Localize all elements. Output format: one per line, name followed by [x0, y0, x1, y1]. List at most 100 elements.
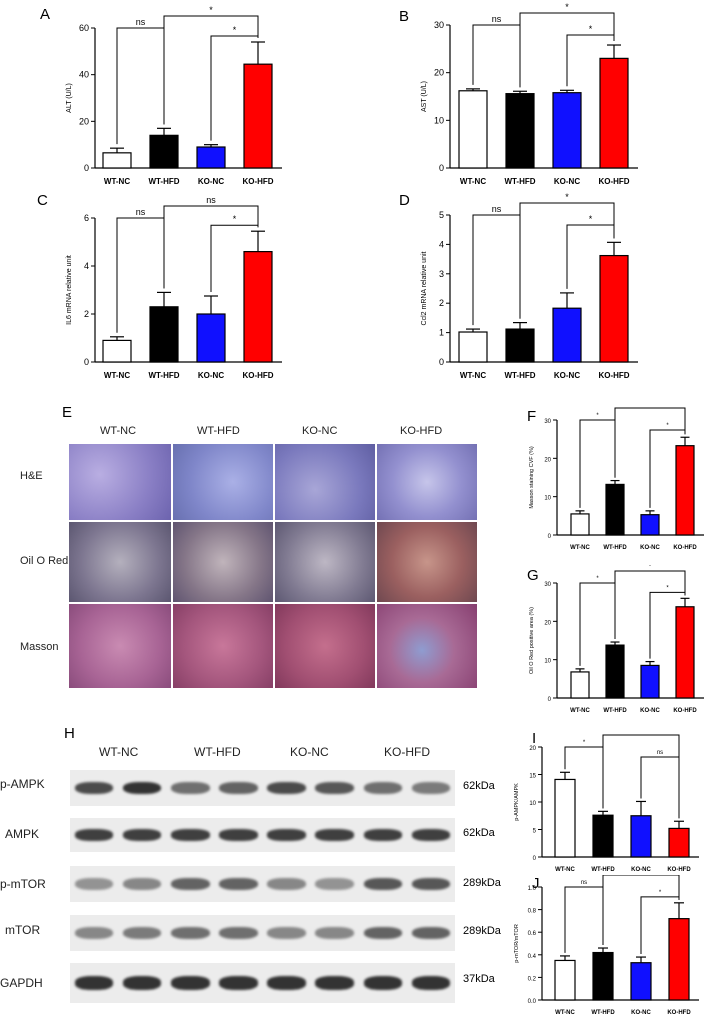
y-tick-label: 0	[84, 357, 89, 367]
y-axis-label: AST (U/L)	[421, 81, 428, 112]
y-tick-label: 10	[544, 659, 551, 665]
y-tick-label: 40	[79, 70, 89, 80]
chart-g-oil-red-area: 0 10 20 30 Oil O Red positive area (%) WT-NC W…	[529, 565, 704, 714]
blot-band	[171, 926, 210, 940]
histology-row-label: Masson	[20, 641, 59, 653]
histology-col-label: WT-NC	[100, 425, 137, 437]
chart-d-ccl2: 0 1 2 3 4 5 Ccl2 mRNA relative unit WT-NC WT-HFD…	[421, 192, 638, 380]
blot-col-label: KO-HFD	[384, 745, 430, 759]
significance-bracket	[472, 24, 521, 88]
category-label: WT-HFD	[148, 177, 179, 186]
y-axis-label: Oil O Red positive area (%)	[529, 607, 535, 674]
blot-kda-label: 289kDa	[463, 925, 501, 937]
blot-band	[411, 877, 451, 891]
blot-band	[267, 781, 306, 795]
blot-band	[219, 828, 258, 842]
category-label: KO-NC	[631, 867, 651, 872]
blot-kda-label: 62kDa	[463, 780, 495, 792]
bar-ko-nc	[552, 307, 582, 363]
blot-band	[219, 781, 258, 795]
y-tick-label: 30	[544, 582, 551, 588]
chart-a-alt: 0 20 40 60 ALT (U/L) WT-NC WT-HFD KO-NC KO-HFD ns…	[66, 5, 282, 186]
significance-label: *	[233, 25, 237, 35]
blot-band	[171, 781, 210, 795]
panel-letter-d: D	[399, 192, 410, 209]
category-label: WT-HFD	[603, 708, 627, 714]
bar-ko-nc	[630, 962, 652, 1001]
significance-label: *	[589, 24, 593, 34]
blot-band	[411, 926, 451, 940]
blot-protein-label: p-AMPK	[0, 777, 45, 791]
significance-bracket	[163, 15, 259, 125]
bar-ko-hfd	[668, 827, 690, 858]
panel-letter-j: J	[532, 875, 540, 892]
significance-bracket	[519, 12, 615, 88]
blot-band	[315, 877, 354, 891]
bar-ko-hfd	[675, 445, 695, 536]
significance-bracket	[210, 35, 259, 141]
y-tick-label: 0	[84, 163, 89, 173]
bar-wt-nc	[570, 513, 590, 536]
blot-col-label: KO-NC	[290, 745, 329, 759]
blot-band	[171, 877, 210, 891]
micrograph-he-wt-hfd	[172, 443, 274, 521]
category-label: WT-NC	[570, 545, 590, 551]
category-label: KO-NC	[198, 371, 224, 380]
blot-band	[267, 877, 306, 891]
blot-band	[122, 828, 162, 842]
significance-label: ns	[136, 207, 146, 217]
y-tick-label: 0	[439, 163, 444, 173]
significance-bracket	[566, 34, 615, 87]
y-tick-label: 0	[548, 697, 552, 703]
micrograph-masson-wt-hfd	[172, 603, 274, 689]
blot-strip-pampk	[70, 770, 455, 806]
bar-wt-nc	[458, 90, 488, 169]
histology-row-label: Oil O Red	[20, 555, 69, 567]
bar-ko-hfd	[599, 254, 629, 363]
category-label: KO-NC	[640, 708, 660, 714]
category-label: KO-NC	[198, 177, 224, 186]
significance-label: *	[649, 405, 652, 407]
significance-label: *	[666, 585, 669, 591]
blot-band	[315, 926, 354, 940]
y-tick-label: 10	[434, 115, 444, 125]
bar-wt-hfd	[149, 134, 179, 169]
significance-label: *	[666, 423, 669, 429]
category-label: WT-NC	[104, 177, 130, 186]
category-label: WT-HFD	[504, 177, 535, 186]
chart-b-ast: 0 10 20 30 AST (U/L) WT-NC WT-HFD KO-NC KO-HFD ns…	[421, 2, 638, 186]
bar-ko-nc	[196, 146, 226, 169]
micrograph-oilred-ko-hfd	[376, 521, 478, 603]
histology-col-label: KO-NC	[302, 425, 338, 437]
micrograph-oilred-wt-nc	[68, 521, 172, 603]
micrograph-masson-wt-nc	[68, 603, 172, 689]
blot-protein-label: mTOR	[5, 923, 41, 937]
bar-wt-nc	[458, 331, 488, 363]
bar-ko-nc	[552, 92, 582, 169]
blot-kda-label: 62kDa	[463, 827, 495, 839]
y-tick-label: 0	[548, 534, 552, 540]
category-label: WT-HFD	[504, 371, 535, 380]
bar-wt-hfd	[592, 951, 614, 1001]
significance-bracket	[519, 202, 615, 319]
blot-band	[171, 975, 210, 991]
histology-col-label: KO-HFD	[400, 425, 443, 437]
y-tick-label: 10	[544, 496, 551, 502]
category-label: WT-HFD	[591, 867, 615, 872]
y-tick-label: 1	[439, 328, 444, 338]
blot-col-label: WT-HFD	[194, 745, 241, 759]
blot-band	[122, 926, 162, 940]
chart-c-il6: 0 2 4 6 IL6 mRNA relative unit WT-NC WT-HFD KO-…	[66, 195, 282, 380]
category-label: KO-HFD	[667, 867, 691, 872]
panel-letter-h: H	[64, 725, 75, 742]
chart-f-masson-cvf: 0 10 20 30 Masson staining CVF (%) WT-NC WT-HF…	[529, 405, 704, 551]
y-tick-label: 5	[439, 210, 444, 220]
blot-band	[219, 877, 258, 891]
blot-band	[74, 926, 114, 940]
bar-ko-hfd	[668, 918, 690, 1001]
category-label: WT-NC	[555, 867, 575, 872]
category-label: KO-HFD	[673, 545, 697, 551]
significance-label: ns	[581, 880, 587, 886]
micrograph-he-wt-nc	[68, 443, 172, 521]
category-label: WT-HFD	[603, 545, 627, 551]
